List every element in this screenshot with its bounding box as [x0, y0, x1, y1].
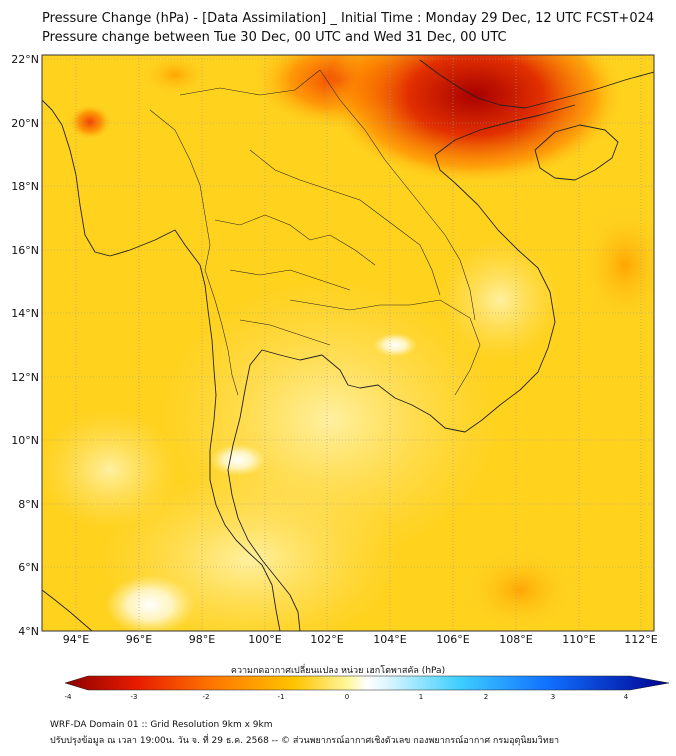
- lon-label-104: 104°E: [373, 633, 407, 646]
- lat-label-6: 6°N: [18, 561, 39, 574]
- field-light-west: [42, 410, 180, 530]
- lat-label-20: 20°N: [11, 117, 39, 130]
- graticule: [42, 55, 654, 631]
- map-border: [41, 54, 655, 632]
- myanmar-thailand-border: [149, 109, 239, 396]
- gulf-of-thailand-coast: [227, 104, 576, 631]
- pressure-field: [42, 55, 654, 631]
- field-orange-andaman: [68, 104, 112, 140]
- lat-label-4: 4°N: [18, 625, 39, 638]
- lat-label-12: 12°N: [11, 371, 39, 384]
- pressure-change-map: [41, 54, 670, 691]
- coastlines: [42, 59, 654, 631]
- china-border: [179, 69, 321, 96]
- field-white-gulf: [210, 444, 266, 476]
- field-orange-southeast: [465, 550, 575, 630]
- field-white-cambodia: [373, 333, 417, 357]
- map-title: Pressure Change (hPa) - [Data Assimilati…: [42, 11, 655, 26]
- colorbar-tick: -2: [202, 693, 210, 701]
- lon-label-102: 102°E: [310, 633, 344, 646]
- colorbar-tick: 3: [550, 693, 556, 701]
- lon-label-108: 108°E: [499, 633, 533, 646]
- thai-provinces: [214, 214, 376, 346]
- colorbar-tick: -1: [277, 693, 285, 701]
- lat-label-18: 18°N: [11, 180, 39, 193]
- footer-model-info: WRF-DA Domain 01 :: Grid Resolution 9km …: [50, 720, 273, 730]
- sumatra-coast: [42, 589, 93, 631]
- colorbar-tick: -4: [64, 693, 72, 701]
- field-darkred-northeast: [325, 55, 625, 185]
- colorbar-tick: 1: [418, 693, 424, 701]
- colorbar-tick: 4: [623, 693, 629, 701]
- lon-label-110: 110°E: [562, 633, 596, 646]
- hainan-island: [534, 124, 619, 181]
- colorbar-tick: -3: [130, 693, 138, 701]
- field-light-east: [440, 240, 560, 360]
- field-white-southwest: [105, 575, 195, 631]
- laos-vietnam-border: [319, 69, 476, 321]
- colorbar-tick: 0: [344, 693, 350, 701]
- lat-label-22: 22°N: [11, 53, 39, 66]
- field-orange-north: [140, 55, 210, 97]
- footer-credit: ปรับปรุงข้อมูล ณ เวลา 19:00น. วัน จ. ที่…: [50, 736, 560, 746]
- lat-label-14: 14°N: [11, 307, 39, 320]
- cambodia-border: [289, 299, 481, 396]
- lat-label-16: 16°N: [11, 244, 39, 257]
- lon-label-96: 96°E: [125, 633, 153, 646]
- colorbar: [64, 675, 670, 691]
- colorbar-tick: 2: [483, 693, 489, 701]
- lon-label-94: 94°E: [62, 633, 90, 646]
- field-orange-east: [580, 205, 654, 325]
- borders: [149, 69, 481, 396]
- colorbar-title: ความกดอากาศเปลี่ยนแปลง หน่วย เฮกโตพาสคัล…: [230, 666, 446, 676]
- lon-label-100: 100°E: [248, 633, 282, 646]
- mainland-north-coast: [419, 59, 654, 109]
- lon-label-98: 98°E: [188, 633, 216, 646]
- thailand-laos-border: [249, 149, 441, 296]
- mainland-coastline: [42, 99, 281, 631]
- lat-label-8: 8°N: [18, 498, 39, 511]
- lon-label-106: 106°E: [436, 633, 470, 646]
- lon-label-112: 112°E: [624, 633, 658, 646]
- map-subtitle: Pressure change between Tue 30 Dec, 00 U…: [42, 30, 507, 45]
- lat-label-10: 10°N: [11, 434, 39, 447]
